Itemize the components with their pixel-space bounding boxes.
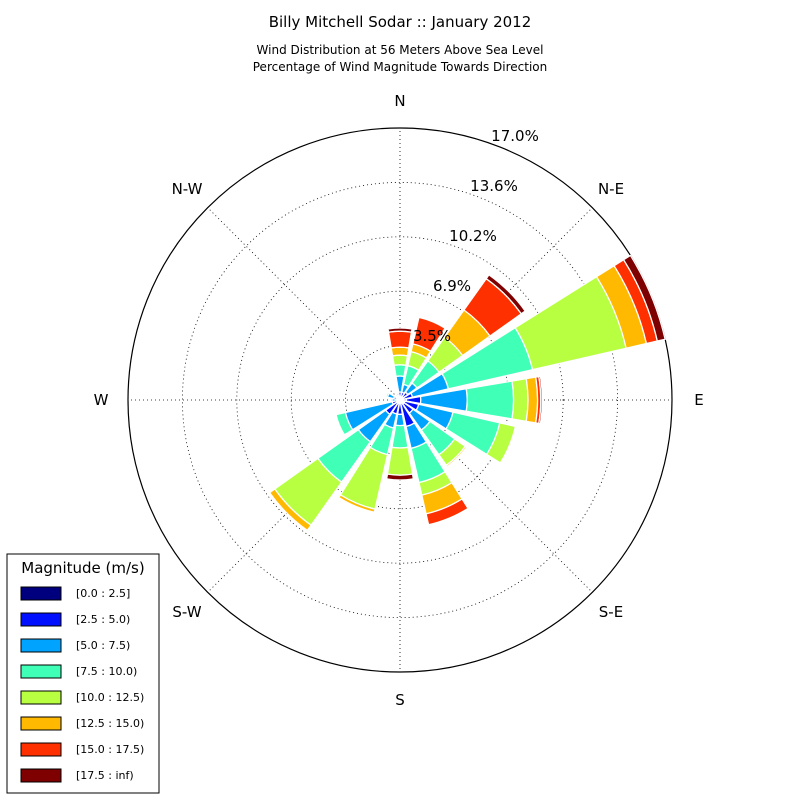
legend-swatch — [20, 768, 62, 783]
grid-ring — [181, 181, 619, 619]
direction-label: N — [394, 92, 405, 110]
legend-label: [12.5 : 15.0) — [76, 717, 144, 730]
outer-ring — [127, 127, 673, 673]
chart-subtitle-line-2: Percentage of Wind Magnitude Towards Dir… — [253, 60, 547, 74]
wind-bar-segment — [390, 346, 410, 357]
wind-bar-segment — [387, 327, 413, 333]
wind-bar-segment — [485, 422, 517, 464]
wind-bar-segment — [445, 445, 468, 468]
radial-tick-label: 13.6% — [470, 177, 518, 195]
legend-label: [10.0 : 12.5) — [76, 691, 144, 704]
legend-swatch — [20, 664, 62, 679]
wind-bar-segment — [337, 493, 376, 514]
legend-label: [17.5 : inf) — [76, 769, 134, 782]
radial-tick-label: 17.0% — [491, 127, 539, 145]
direction-label: W — [94, 391, 109, 409]
grid-ring — [236, 236, 564, 564]
wind-bar-segment — [335, 411, 354, 436]
wind-bars — [268, 254, 666, 532]
wind-bar-segment — [385, 473, 415, 481]
wind-bar-segment — [385, 391, 391, 398]
wind-bar-segment — [425, 498, 469, 526]
wind-bar-segment — [387, 330, 413, 349]
legend-label: [0.0 : 2.5] — [76, 587, 130, 600]
direction-label: E — [694, 391, 703, 409]
legend-title: Magnitude (m/s) — [21, 559, 144, 577]
legend-label: [7.5 : 10.0) — [76, 665, 137, 678]
radial-tick-label: 10.2% — [449, 227, 497, 245]
legend-swatch — [20, 742, 62, 757]
legend-swatch — [20, 638, 62, 653]
radial-tick-label: 3.5% — [413, 327, 451, 345]
grid-spoke — [207, 207, 401, 401]
wind-bar-segment — [395, 392, 400, 397]
wind-bar-segment — [391, 354, 409, 367]
direction-labels: N N-E E S-E S S-W W N-W — [94, 92, 704, 709]
legend-swatch — [20, 716, 62, 731]
chart-title: Billy Mitchell Sodar :: January 2012 — [269, 13, 532, 31]
radial-tick-labels: 3.5% 6.9% 10.2% 13.6% 17.0% — [413, 127, 539, 345]
legend: Magnitude (m/s) [0.0 : 2.5] [2.5 : 5.0) [5… — [6, 553, 160, 794]
legend-swatch — [20, 612, 62, 627]
direction-label: S — [395, 691, 405, 709]
legend-swatch — [20, 690, 62, 705]
wind-bar-segment — [389, 397, 393, 403]
wind-bar-segment — [622, 254, 666, 342]
wind-bar-segment — [538, 375, 543, 425]
wind-bar-segment — [511, 377, 529, 423]
wind-bar-segment — [391, 424, 409, 449]
radial-tick-label: 6.9% — [433, 277, 471, 295]
wind-bar-segment — [412, 316, 446, 353]
wind-bar-segment — [525, 376, 539, 424]
legend-label: [2.5 : 5.0) — [76, 613, 130, 626]
legend-label: [15.0 : 17.5) — [76, 743, 144, 756]
grid-spoke — [399, 399, 593, 593]
legend-swatch — [20, 586, 62, 601]
legend-items: [0.0 : 2.5] [2.5 : 5.0) [5.0 : 7.5) [7.5 : … — [20, 586, 144, 783]
wind-bar-segment — [386, 446, 414, 476]
wind-bar-segment — [485, 273, 527, 315]
wind-bar-segment — [393, 364, 407, 378]
wind-bar-segment — [268, 488, 312, 532]
direction-label: S-E — [599, 603, 623, 621]
direction-label: N-E — [598, 180, 624, 198]
direction-label: S-W — [172, 603, 201, 621]
direction-label: N-W — [172, 180, 203, 198]
legend-label: [5.0 : 7.5) — [76, 639, 130, 652]
wind-bar-segment — [465, 380, 515, 420]
chart-subtitle-line-1: Wind Distribution at 56 Meters Above Sea… — [257, 43, 544, 57]
